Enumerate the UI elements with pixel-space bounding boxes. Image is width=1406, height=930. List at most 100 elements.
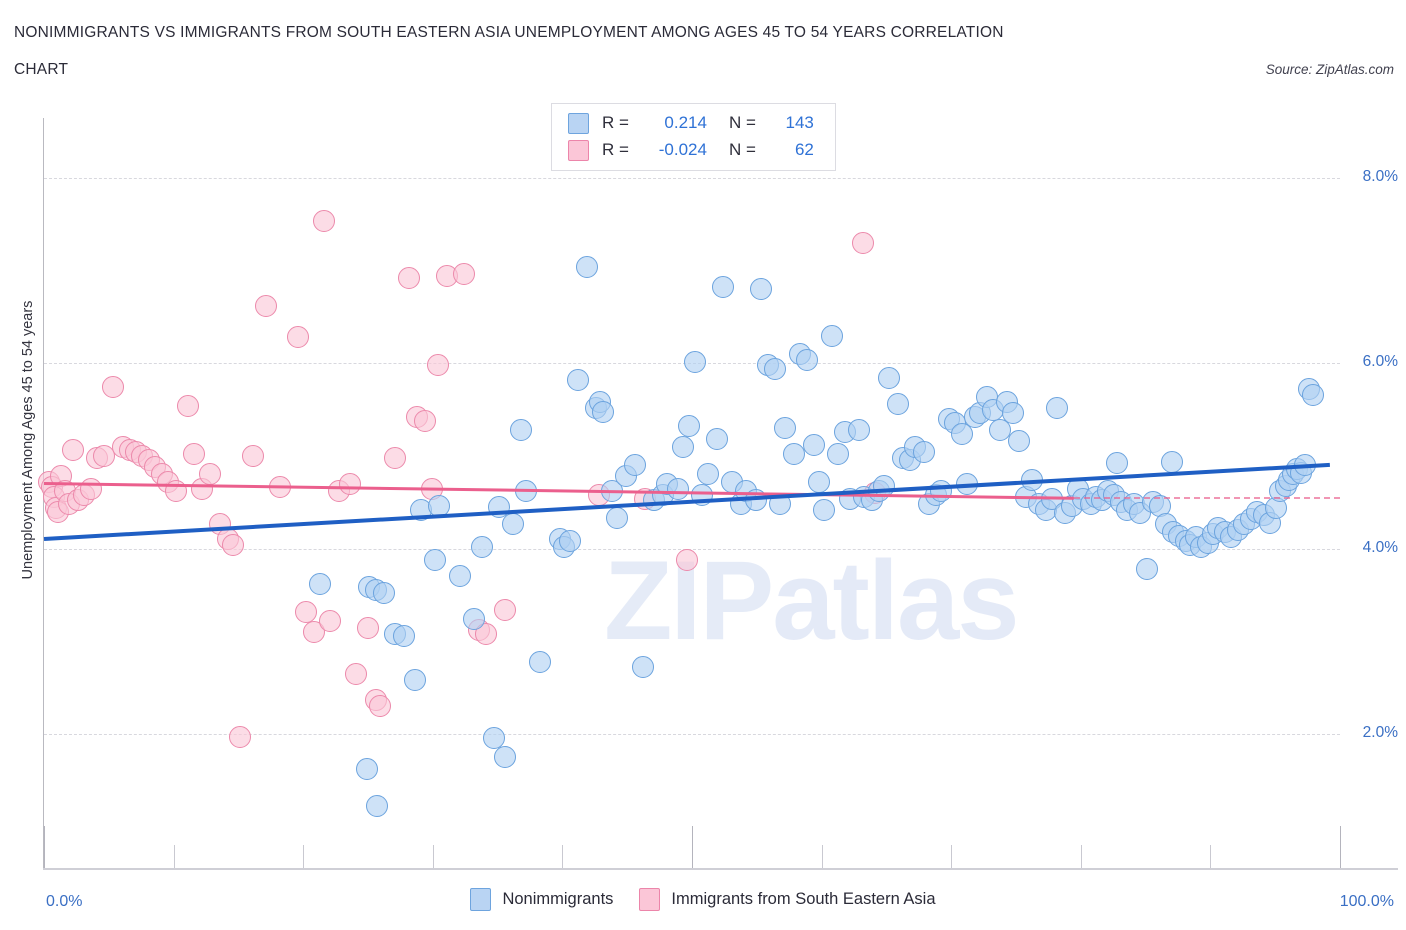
data-point [372,582,395,604]
data-point [671,435,694,458]
data-point [623,454,646,477]
data-point [872,474,895,497]
gridline [44,548,1340,550]
x-axis-tick [303,845,305,868]
data-point [605,507,628,529]
data-point [515,480,538,503]
data-point [294,600,317,623]
stats-row-nonimmigrants: R = 0.214 N = 143 [568,110,814,136]
data-point [494,598,517,621]
data-point [368,694,391,717]
data-point [1020,469,1043,492]
x-axis-tick [44,826,45,868]
data-point [666,478,689,501]
y-axis-tick-label: 8.0% [1362,168,1398,186]
data-point [471,535,494,558]
data-point [79,478,102,501]
data-point [482,727,505,750]
data-point [774,417,797,440]
data-point [494,745,517,768]
data-point [509,419,532,442]
data-point [1046,396,1069,419]
data-point [1160,450,1183,473]
data-point [955,472,978,495]
data-point [198,463,221,486]
data-point [92,444,115,467]
watermark-part-2: atlas [772,538,1019,663]
stats-n-value-blue: 143 [785,113,814,132]
data-point [749,278,772,301]
data-point [228,726,251,749]
stats-r-value-pink: -0.024 [658,140,707,159]
y-axis-tick-label: 2.0% [1362,723,1398,741]
stats-r-label-pink: R = [602,140,629,159]
data-point [529,650,552,673]
data-point [1002,402,1025,425]
data-point [796,348,819,371]
data-point [241,444,264,467]
stats-row-immigrants: R = -0.024 N = 62 [568,137,814,163]
chart-title-line-2: CHART [14,61,69,78]
data-point [428,494,451,517]
data-point [675,548,698,571]
data-point [424,548,447,571]
stats-n-value-pink: 62 [794,140,814,159]
legend-label-nonimmigrants: Nonimmigrants [502,890,614,908]
data-point [678,415,701,438]
data-point [474,622,497,645]
x-axis-tick [562,845,564,868]
data-point [319,609,342,632]
x-axis-tick [821,845,823,868]
data-point [398,267,421,290]
data-point [827,443,850,466]
data-point [268,476,291,499]
legend-swatch-pink [639,888,661,911]
stats-swatch-blue [568,112,589,134]
data-point [600,480,623,503]
stats-r-label-blue: R = [602,113,629,132]
data-point [366,794,389,817]
gridline [44,178,1340,180]
legend-item-nonimmigrants[interactable]: Nonimmigrants [470,888,613,911]
x-axis-max-label: 100.0% [1339,893,1394,910]
data-point [763,357,786,380]
data-point [950,422,973,445]
data-point [312,209,335,232]
data-point [426,354,449,377]
chart-legend: Nonimmigrants Immigrants from South East… [0,888,1406,911]
data-point [852,232,875,254]
data-point [802,433,825,456]
x-axis-tick [173,845,175,868]
stats-swatch-pink [568,139,589,161]
x-axis-tick [951,845,953,868]
data-point [705,428,728,451]
data-point [576,256,599,279]
data-point [176,394,199,417]
data-point [591,400,614,423]
data-point [989,419,1012,442]
data-point [183,443,206,466]
plot-area: ZIPatlas [38,118,1340,868]
legend-item-immigrants[interactable]: Immigrants from South Eastern Asia [639,888,936,911]
data-point [744,489,767,512]
data-point [487,495,510,518]
data-point [683,350,706,373]
data-point [1135,557,1158,580]
data-point [463,607,486,630]
x-axis-tick [692,826,693,868]
data-point [165,480,188,503]
data-point [559,530,582,553]
y-axis-title: Unemployment Among Ages 45 to 54 years [20,300,36,580]
x-axis-tick [1340,826,1341,868]
data-point [384,446,407,469]
data-point [452,263,475,286]
legend-swatch-blue [470,888,492,911]
data-point [1106,452,1129,475]
data-point [287,326,310,349]
data-point [566,369,589,392]
data-point [912,441,935,464]
data-point [631,656,654,679]
y-axis-tick-label: 4.0% [1362,538,1398,556]
data-point [502,513,525,536]
data-point [887,393,910,416]
